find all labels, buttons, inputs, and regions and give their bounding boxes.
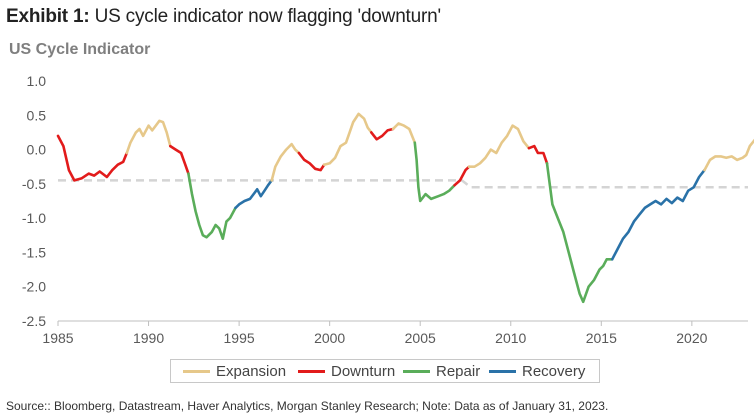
x-tick-label: 2005 [405,330,436,346]
x-tick-label: 2015 [586,330,617,346]
legend-label-repair: Repair [436,362,481,380]
legend-item-downturn: Downturn [298,360,395,382]
series-segment-repair [413,141,456,203]
legend-item-repair: Repair [403,360,480,382]
series-segment-repair [187,172,237,240]
legend-item-expansion: Expansion [183,360,286,382]
series-segment-downturn [453,165,471,187]
y-tick-label: -0.5 [22,176,46,192]
series-segment-downturn [56,134,129,182]
legend-swatch-repair [403,369,430,373]
x-axis-ticks: 1985 1990 1995 2000 2005 2010 2015 2020 [42,321,708,346]
y-tick-label: 1.0 [27,73,47,89]
series-segment-downturn [297,151,326,172]
series-segment-recovery [610,168,706,261]
y-tick-label: -1.0 [22,210,46,226]
series-segment-expansion [125,119,172,155]
x-tick-label: 1995 [224,330,255,346]
y-tick-label: -1.5 [22,244,46,260]
series-segment-downturn [169,144,190,175]
x-tick-label: 1990 [133,330,164,346]
chart-title: US Cycle Indicator [9,41,151,58]
series-segment-repair [545,162,614,304]
exhibit-title-text: US cycle indicator now flagging 'downtur… [94,6,442,27]
series-segment-expansion [703,138,754,172]
y-tick-label: -2.5 [22,313,46,329]
series-group [56,112,754,304]
legend-swatch-downturn [298,369,325,373]
exhibit-title: Exhibit 1: US cycle indicator now flaggi… [6,6,441,28]
series-segment-expansion [467,124,531,168]
series-segment-expansion [322,112,373,166]
legend-swatch-recovery [489,369,516,373]
y-axis-ticks: 1.0 0.5 0.0 -0.5 -1.0 -1.5 -2.0 -2.5 [22,73,46,329]
y-tick-label: 0.5 [27,107,47,123]
x-tick-label: 2020 [676,330,707,346]
series-segment-downturn [527,144,549,165]
source-note: Source:: Bloomberg, Datastream, Haver An… [6,399,609,413]
threshold-line-group [58,179,748,189]
x-tick-label: 2010 [495,330,526,346]
legend-label-downturn: Downturn [331,362,396,380]
x-tick-label: 1985 [42,330,73,346]
legend: Expansion Downturn Repair Recovery [170,359,600,383]
legend-label-recovery: Recovery [522,362,586,380]
series-segment-downturn [369,127,395,141]
legend-label-expansion: Expansion [216,362,287,380]
y-tick-label: 0.0 [27,142,47,158]
series-segment-expansion [270,142,301,182]
y-tick-label: -2.0 [22,279,46,295]
x-tick-label: 2000 [314,330,345,346]
chart-plot: 1.00.50.0-0.5-1.0-1.5-2.0-2.5 1985 1990 19… [22,73,754,346]
legend-swatch-expansion [183,369,210,373]
series-segment-recovery [234,179,274,210]
exhibit-label: Exhibit 1: [6,6,90,27]
threshold-line [58,179,748,189]
series-segment-expansion [391,122,417,144]
legend-item-recovery: Recovery [489,360,585,382]
